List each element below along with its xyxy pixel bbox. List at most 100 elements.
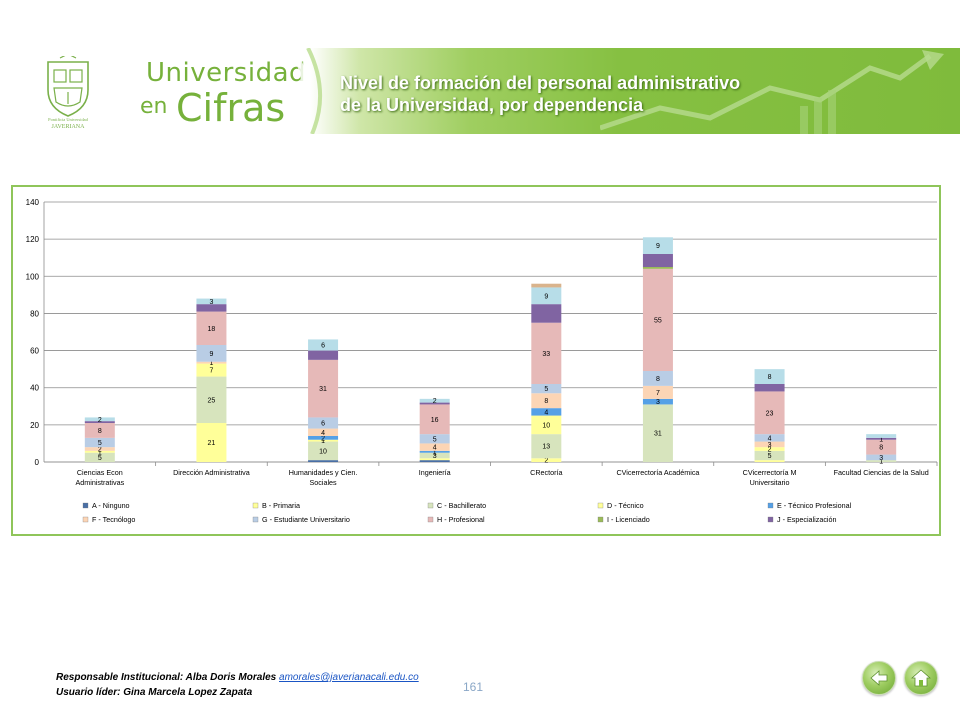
data-label: 1 (209, 360, 213, 367)
data-label: 18 (208, 326, 216, 333)
bar-segment (84, 421, 115, 423)
data-label: 4 (433, 445, 437, 452)
y-tick-label: 140 (26, 198, 40, 207)
data-label: 8 (544, 398, 548, 405)
data-label: 1 (321, 438, 325, 445)
x-tick-label: Humanidades y Cien. (289, 468, 358, 477)
home-button[interactable] (904, 661, 938, 695)
data-label: 7 (656, 390, 660, 397)
x-tick-label: Ingeniería (419, 468, 451, 477)
bar-segment (308, 460, 339, 462)
banner-swoosh-icon (289, 48, 322, 134)
bar-segment (419, 452, 450, 459)
bar-segment (531, 415, 562, 435)
legend-swatch (427, 516, 434, 523)
legend-label: C - Bachillerato (437, 501, 486, 510)
back-arrow-icon (870, 670, 888, 686)
data-label: 4 (544, 409, 548, 416)
bar-segment (196, 345, 227, 362)
slide-title-line1: Nivel de formación del personal administ… (340, 73, 741, 93)
bar-segment (531, 283, 562, 288)
data-label: 2 (98, 417, 102, 424)
bar-segment (196, 298, 227, 305)
data-label: 3 (656, 399, 660, 406)
x-tick-label: Administrativas (75, 478, 124, 487)
bar-segment (84, 447, 115, 451)
legend-label: B - Primaria (262, 501, 300, 510)
data-label: 3 (879, 455, 883, 462)
legend-label: H - Profesional (437, 515, 485, 524)
bar-segment (84, 437, 115, 448)
bar-segment (308, 441, 339, 461)
responsable-label: Responsable Institucional: Alba Doris Mo… (56, 672, 280, 683)
x-tick-label: CVicerrectoría M (743, 468, 797, 477)
legend-swatch (597, 502, 604, 509)
bar-segment (531, 393, 562, 409)
data-label: 31 (654, 431, 662, 438)
legend-swatch (252, 516, 259, 523)
data-label: 16 (431, 417, 439, 424)
bar-segment (531, 458, 562, 462)
bar-segment (196, 423, 227, 462)
legend-label: D - Técnico (607, 501, 644, 510)
x-tick-label: Sociales (309, 478, 337, 487)
bar-segment (531, 408, 562, 416)
brand-universidad: Universidad (146, 58, 307, 88)
home-icon (911, 669, 931, 687)
bar-segment (866, 434, 897, 438)
bar-segment (642, 267, 673, 269)
bar-segment (531, 322, 562, 384)
data-label: 10 (319, 448, 327, 455)
bar-segment (84, 452, 115, 462)
bar-segment (196, 361, 227, 364)
bar-segment (308, 339, 339, 351)
data-label: 6 (321, 421, 325, 428)
responsable-line: Responsable Institucional: Alba Doris Mo… (56, 670, 419, 685)
bar-segment (642, 268, 673, 371)
bar-segment (308, 436, 339, 440)
bar-segment (419, 398, 450, 403)
legend-swatch (252, 502, 259, 509)
data-label: 4 (321, 430, 325, 437)
data-label: 13 (542, 444, 550, 451)
bar-segment (754, 391, 785, 435)
data-label: 1 (433, 449, 437, 456)
bar-segment (531, 287, 562, 305)
bar-segment (419, 460, 450, 462)
bar-segment (84, 417, 115, 422)
data-label: 2 (98, 447, 102, 454)
data-label: 8 (98, 428, 102, 435)
data-label: 8 (879, 445, 883, 452)
data-label: 8 (656, 376, 660, 383)
legend-swatch (597, 516, 604, 523)
data-label: 3 (209, 299, 213, 306)
data-label: 2 (433, 398, 437, 405)
data-label: 5 (768, 453, 772, 460)
bar-segment (642, 237, 673, 254)
bar-segment (866, 460, 897, 462)
legend-swatch (427, 502, 434, 509)
x-tick-label: Dirección Administrativa (173, 468, 250, 477)
bar-segment (308, 359, 339, 418)
data-label: 9 (656, 243, 660, 250)
data-label: 31 (319, 386, 327, 393)
bar-segment (419, 443, 450, 451)
x-tick-label: CVicerrectoría Académica (616, 468, 699, 477)
x-tick-label: Facultad Ciencias de la Salud (834, 468, 929, 477)
responsable-email-link[interactable]: amorales@javerianacali.edu.co (279, 672, 419, 683)
footer-credits: Responsable Institucional: Alba Doris Mo… (56, 670, 419, 700)
data-label: 2 (768, 447, 772, 454)
bar-segment (308, 428, 339, 436)
bar-segment (754, 460, 785, 462)
legend-label: F - Tecnólogo (92, 515, 135, 524)
back-button[interactable] (862, 661, 896, 695)
bar-segment (531, 384, 562, 394)
legend-swatch (82, 516, 89, 523)
data-label: 55 (654, 317, 662, 324)
bar-segment (531, 434, 562, 459)
x-tick-label: Universitario (750, 478, 790, 487)
bar-segment (754, 434, 785, 442)
legend-swatch (767, 502, 774, 509)
bar-segment (84, 423, 115, 438)
bar-segment (642, 371, 673, 386)
